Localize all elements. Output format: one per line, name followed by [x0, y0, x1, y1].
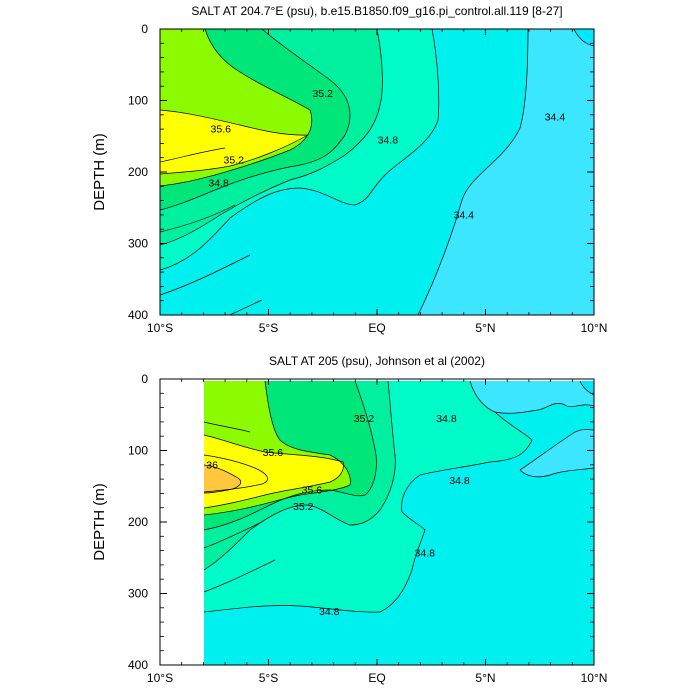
model-contour-line: [160, 29, 383, 246]
y-tick-label: 400: [128, 658, 148, 672]
x-tick-label: 10°N: [581, 321, 608, 335]
x-tick-label: 10°S: [147, 321, 173, 335]
contour-label: 34.8: [415, 547, 436, 559]
obs-band-34-4: [520, 429, 594, 477]
y-tick-label: 400: [128, 308, 148, 322]
y-tick-label: 0: [141, 372, 148, 386]
model-contour-labels: 35.2 35.6 35.2 34.8 34.8 34.4 34.4: [208, 88, 565, 222]
x-tick-label: EQ: [368, 671, 385, 685]
contour-label: 35.2: [313, 88, 334, 100]
model-contour-fill: [160, 29, 594, 315]
model-contour-line: [160, 29, 440, 271]
contour-label: 35.2: [224, 154, 245, 166]
contour-label: 34.8: [319, 606, 340, 618]
model-contour-line: [160, 29, 313, 187]
x-tick-label: 5°S: [259, 671, 278, 685]
obs-contour-fill: [203, 380, 594, 665]
contour-label: 34.8: [449, 475, 470, 487]
obs-band-lt34-4: [580, 381, 594, 395]
x-tick-label: 5°N: [475, 321, 495, 335]
obs-contour-line: [203, 380, 396, 571]
obs-contour-line: [203, 411, 533, 613]
model-contour-line: [228, 299, 263, 315]
obs-y-axis-label: DEPTH (m): [91, 483, 108, 561]
obs-contour-labels: 35.2 34.8 35.6 36 35.6 35.2 34.8 34.8 34.8: [206, 413, 470, 618]
y-tick-label: 200: [128, 515, 148, 529]
model-y-axis-label: DEPTH (m): [91, 133, 108, 211]
model-band-lt34-4: [574, 29, 594, 46]
x-tick-label: 5°S: [259, 321, 278, 335]
x-tick-label: 5°N: [475, 671, 495, 685]
y-tick-label: 300: [128, 237, 148, 251]
obs-contour-line: [203, 559, 276, 593]
contour-label: 35.2: [354, 413, 375, 425]
contour-label: 34.4: [454, 209, 475, 221]
obs-contour-line: [203, 380, 377, 531]
model-contour-line: [160, 254, 251, 296]
panel-model-title: SALT AT 204.7°E (psu), b.e15.B1850.f09_g…: [191, 4, 562, 18]
model-axes: 10°S 5°S EQ 5°N 10°N 0 100 200 300 400: [128, 22, 607, 335]
contour-label: 34.8: [208, 177, 229, 189]
y-tick-label: 100: [128, 94, 148, 108]
x-tick-label: 10°N: [581, 671, 608, 685]
contour-label: 35.6: [302, 484, 323, 496]
contour-label: 34.4: [545, 112, 566, 124]
obs-contour-line: [519, 429, 594, 471]
y-tick-label: 0: [141, 22, 148, 36]
obs-contour-line: [203, 421, 251, 433]
contour-label: 35.2: [293, 501, 314, 513]
obs-contour-line: [203, 464, 242, 494]
model-contour-line: [417, 29, 529, 315]
obs-contour-line: [579, 380, 594, 396]
model-contour-line: [160, 147, 226, 163]
contour-label: 35.6: [263, 447, 284, 459]
model-contour-line: [573, 29, 594, 47]
obs-contour-line: [203, 380, 351, 516]
contour-label: 34.8: [378, 134, 399, 146]
obs-contour-line: [203, 454, 268, 493]
y-tick-label: 200: [128, 165, 148, 179]
y-tick-label: 100: [128, 444, 148, 458]
obs-contour-line: [203, 521, 263, 549]
contour-label: 35.6: [211, 124, 232, 136]
obs-axes: 10°S 5°S EQ 5°N 10°N 0 100 200 300 400: [128, 372, 607, 685]
obs-band-35-6: [204, 435, 344, 508]
model-contour-line: [160, 29, 351, 211]
x-tick-label: 10°S: [147, 671, 173, 685]
panel-model: SALT AT 204.7°E (psu), b.e15.B1850.f09_g…: [91, 4, 607, 335]
y-tick-label: 300: [128, 587, 148, 601]
obs-contour-line: [203, 434, 344, 509]
panel-observations-title: SALT AT 205 (psu), Johnson et al (2002): [269, 354, 485, 368]
panel-observations: SALT AT 205 (psu), Johnson et al (2002): [91, 354, 607, 685]
obs-contour-line: [519, 467, 594, 478]
x-tick-label: EQ: [368, 321, 385, 335]
contour-label: 36: [206, 459, 218, 471]
obs-band-34-4: [470, 381, 594, 414]
model-contour-line: [160, 204, 236, 233]
model-contour-line: [160, 109, 309, 175]
model-band-35-6: [160, 110, 308, 174]
obs-band-36-0: [204, 465, 241, 493]
obs-contour-line: [469, 380, 594, 414]
contour-label: 34.8: [436, 413, 457, 425]
